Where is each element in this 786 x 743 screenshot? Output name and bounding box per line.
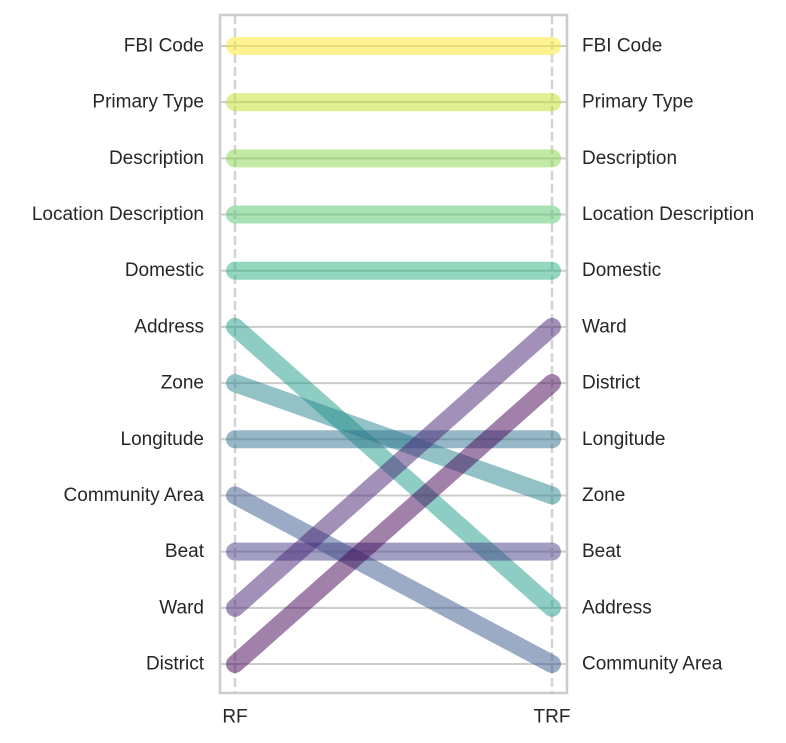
right-tick-label: Primary Type	[582, 92, 694, 113]
x-tick-label: RF	[222, 707, 247, 728]
x-tick-label: TRF	[534, 707, 571, 728]
right-tick-labels: FBI Code Primary Type Description Location …	[582, 36, 754, 675]
right-tick-label: Community Area	[582, 654, 723, 675]
left-tick-label: Address	[134, 316, 204, 337]
left-tick-label: District	[146, 654, 205, 675]
right-tick-label: Location Description	[582, 204, 754, 225]
series-group	[226, 37, 561, 673]
left-tick-label: Longitude	[121, 429, 204, 450]
right-tick-label: Beat	[582, 541, 622, 562]
left-tick-label: Beat	[165, 541, 205, 562]
x-tick-labels: RF TRF	[222, 707, 570, 728]
left-tick-label: Primary Type	[92, 92, 204, 113]
left-tick-label: Zone	[161, 373, 204, 394]
right-tick-label: Address	[582, 597, 652, 618]
right-tick-label: Longitude	[582, 429, 665, 450]
x-gridlines	[233, 15, 554, 693]
left-tick-label: FBI Code	[124, 36, 204, 57]
right-tick-label: Domestic	[582, 260, 661, 281]
series-line-district	[226, 374, 561, 673]
left-tick-label: Ward	[159, 597, 204, 618]
left-tick-label: Description	[109, 148, 204, 169]
left-tick-label: Domestic	[125, 260, 204, 281]
right-tick-label: Zone	[582, 485, 625, 506]
series-line-community-area	[226, 486, 561, 673]
left-tick-label: Location Description	[32, 204, 204, 225]
right-tick-label: Ward	[582, 316, 627, 337]
right-tick-label: District	[582, 373, 641, 394]
plot-frame	[218, 13, 569, 695]
right-tick-label: Description	[582, 148, 677, 169]
right-tick-label: FBI Code	[582, 36, 662, 57]
left-tick-label: Community Area	[64, 485, 205, 506]
series-line-ward	[226, 317, 561, 617]
left-tick-labels: FBI Code Primary Type Description Location …	[32, 36, 205, 675]
